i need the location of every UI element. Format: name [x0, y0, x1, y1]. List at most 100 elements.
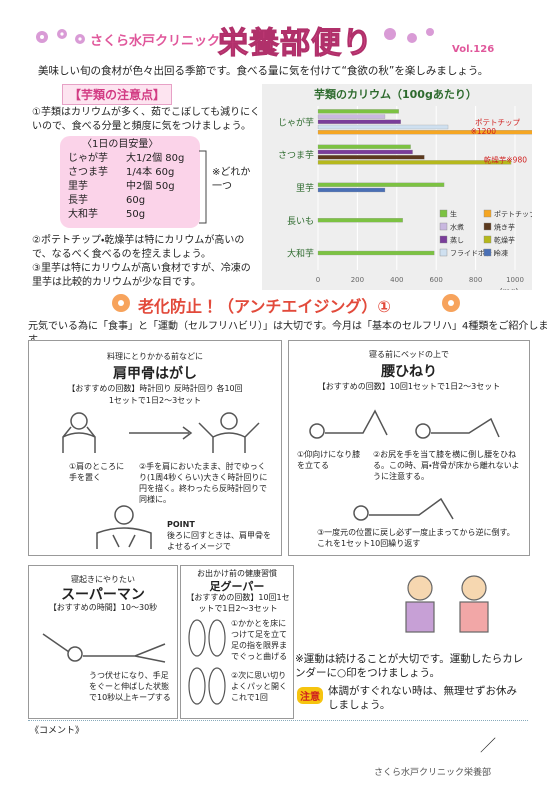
- bar: [317, 130, 532, 135]
- x-tick-label: 400: [390, 276, 403, 284]
- guide-item: 長芋: [68, 195, 88, 206]
- guide-amount: 中2個 50g: [126, 181, 175, 192]
- slash: ／: [480, 736, 497, 755]
- newsletter-title: 栄養部便り: [218, 26, 373, 62]
- x-tick-label: 200: [351, 276, 364, 284]
- exercise-step: ③一度元の位置に戻し必ず一度止まってから逆に倒す。これを1セット10回繰り返す: [317, 528, 515, 548]
- exercise-name: 腰ひねり: [381, 364, 437, 380]
- exercise-name: スーパーマン: [61, 587, 145, 603]
- bar: [317, 149, 413, 155]
- bar: [317, 187, 386, 193]
- potassium-chart: 芋類のカリウム（100gあたり） 0 200 400 600 800 1000 (mg) じゃ…: [262, 84, 532, 290]
- exercise-step: ②手を肩においたまま、肘でゆっくり(1周4秒くらい)大きく時計回りに円を描く。終…: [139, 462, 268, 504]
- bar: [317, 119, 401, 124]
- exercise-step: ①肩のところに手を置く: [69, 462, 125, 482]
- category-label: さつま芋: [278, 150, 314, 161]
- exercise-count: 【おすすめの回数】時計回り 反時計回り 各10回: [67, 384, 243, 393]
- exercise-when: 寝る前にベッドの上で: [369, 350, 449, 359]
- legend-label: ポテトチップ: [494, 211, 532, 219]
- bar: [317, 218, 403, 223]
- exercise-name: 肩甲骨はがし: [113, 366, 197, 382]
- guide-item: さつま芋: [68, 167, 108, 178]
- illustration: [309, 409, 500, 439]
- bar: [317, 182, 445, 187]
- guide-item: 大和芋: [68, 209, 98, 220]
- bars: [317, 109, 532, 256]
- legend-swatch: [439, 248, 448, 257]
- exercise-step: ②次に思い切りよくパッと開くこれで1回: [231, 671, 287, 702]
- section-title: 老化防止！（アンチエイジング）①: [138, 297, 391, 316]
- chart-title: 芋類のカリウム（100gあたり）: [314, 87, 477, 101]
- legend-label: 冷凍: [494, 249, 508, 258]
- x-tick-label: 1000: [506, 276, 524, 284]
- exercise-count: 【おすすめの回数】10回1セットで1日2～3セット: [186, 593, 290, 613]
- legend-swatch: [483, 248, 492, 257]
- guide-box: 〈1日の目安量〉 じゃが芋 大1/2個 80g さつま芋 1/4本 60g 里芋…: [60, 136, 200, 228]
- x-tick-label: 800: [469, 276, 482, 284]
- guide-amount: 大1/2個 80g: [126, 153, 185, 164]
- legend-label: 焼き芋: [494, 223, 515, 232]
- legend-label: フライドポテト: [450, 250, 499, 258]
- exercise-card: お出かけ前の健康習慣 足グーパー 【おすすめの回数】10回1セットで1日2～3セ…: [180, 565, 294, 719]
- exercise-card: 寝起きにやりたい スーパーマン 【おすすめの時間】10～30秒 うつ伏せになり、…: [28, 565, 178, 719]
- guide-amount: 50g: [126, 209, 146, 220]
- illustration: [62, 412, 260, 453]
- illustration: [42, 633, 166, 663]
- point: ①芋類はカリウムが多く、茹でこぼしても減りにくいので、食べる分量と頻度に気をつけ…: [32, 107, 260, 132]
- annotation: 乾燥芋※980: [484, 154, 527, 164]
- bar: [317, 109, 399, 114]
- point: ③里芋は特にカリウムが高い食材ですが、冷凍の里芋は比較的カリウムが少な目です。: [32, 263, 251, 288]
- exercise-sets: 1セットで1日2～3セット: [108, 396, 202, 405]
- bar: [317, 144, 411, 149]
- exercise-card: 寝る前にベッドの上で 腰ひねり 【おすすめの回数】10回1セットで1日2～3セッ…: [288, 340, 530, 556]
- flowers: [384, 28, 434, 43]
- flower-icon: [442, 294, 460, 312]
- legend-swatch: [439, 235, 448, 244]
- guide-item: 里芋: [68, 181, 88, 192]
- legend-swatch: [483, 222, 492, 231]
- legend-swatch: [483, 235, 492, 244]
- annotation: ポテトチップ: [475, 118, 520, 127]
- exercise-when: お出かけ前の健康習慣: [197, 569, 277, 578]
- exercise-count: 【おすすめの時間】10～30秒: [48, 603, 158, 612]
- category-label: じゃが芋: [278, 116, 314, 128]
- legend-label: 生: [450, 210, 457, 219]
- intro: 美味しい旬の食材が色々出回る季節です。食べる量に気を付けて“食欲の秋”を楽しみま…: [38, 65, 489, 77]
- exercise-card: 料理にとりかかる前などに 肩甲骨はがし 【おすすめの回数】時計回り 反時計回り …: [28, 340, 282, 556]
- x-tick-label: 600: [430, 276, 443, 284]
- legend-label: 水煮: [450, 223, 464, 232]
- x-axis-label: (mg): [499, 287, 518, 290]
- legend-label: 乾燥芋: [494, 236, 515, 245]
- signature: さくら水戸クリニック栄養部: [374, 768, 492, 778]
- guide-title: 〈1日の目安量〉: [82, 139, 159, 150]
- illustration: [188, 619, 226, 705]
- bar: [317, 155, 425, 160]
- legend-swatch: [439, 222, 448, 231]
- exercise-when: 料理にとりかかる前などに: [107, 352, 203, 361]
- guide-item: じゃが芋: [68, 153, 108, 164]
- point-label: POINT: [167, 520, 195, 529]
- seniors-illustration: [405, 575, 489, 633]
- category-label: 大和芋: [287, 248, 314, 260]
- exercise-step: ①仰向けになり膝を立てる: [297, 450, 361, 470]
- volume: Vol.126: [452, 44, 495, 55]
- bracket: [199, 150, 207, 224]
- legend-swatch: [483, 209, 492, 218]
- exercise-step: ①かかとを床につけて足を立て足の指を限界までぐっと曲げる: [231, 619, 288, 661]
- legend-swatch: [439, 209, 448, 218]
- guide-note: ※どれか一つ: [212, 167, 251, 192]
- flowers: [36, 29, 85, 44]
- category-label: 長いも: [287, 216, 314, 227]
- clinic-name: さくら水戸クリニック: [90, 34, 221, 49]
- point: ②ポテトチップ・乾燥芋は特にカリウムが高いので、なるべく食べるのを控えましょう。: [32, 235, 245, 260]
- exercise-step: うつ伏せになり、手足をぐーと伸ばした状態で10秒以上キープする: [89, 671, 171, 702]
- exercise-count: 【おすすめの回数】10回1セットで1日2～3セット: [317, 382, 501, 391]
- category-label: 里芋: [296, 183, 314, 194]
- exercise-name: 足グーパー: [209, 580, 265, 593]
- guide-amount: 1/4本 60g: [126, 167, 175, 178]
- bar: [317, 250, 435, 256]
- comment-label: 《コメント》: [30, 726, 85, 736]
- bar: [317, 160, 512, 165]
- bar: [317, 124, 449, 130]
